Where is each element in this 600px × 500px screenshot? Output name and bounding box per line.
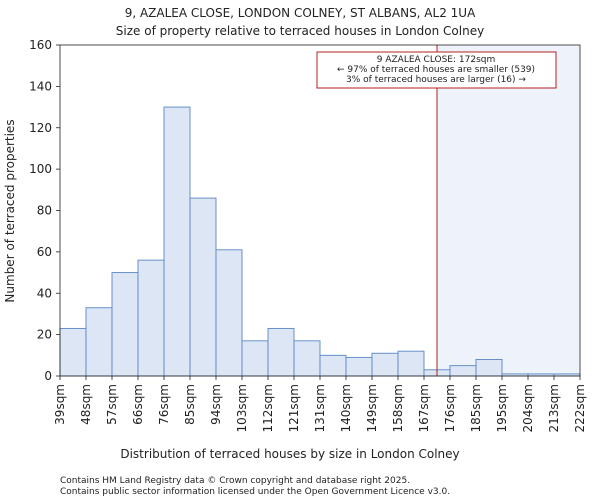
highlight-region-layer xyxy=(437,45,580,376)
y-tick-label: 0 xyxy=(44,369,52,383)
x-tick-label: 66sqm xyxy=(131,384,145,425)
bar xyxy=(215,249,243,377)
annotation-box xyxy=(316,51,557,89)
bar xyxy=(293,340,321,377)
y-axis-label: Number of terraced properties xyxy=(3,119,17,302)
bar xyxy=(319,354,347,377)
bar xyxy=(345,356,373,377)
x-tick-label: 176sqm xyxy=(443,384,457,432)
x-axis: 39sqm 48sqm 57sqm 66sqm 76sqm 85sqm 94sqm 103sq… xyxy=(53,376,587,432)
y-tick-label: 120 xyxy=(29,121,52,135)
footer-line-2: Contains public sector information licen… xyxy=(60,487,450,497)
highlight-region xyxy=(437,45,580,376)
x-tick-label: 149sqm xyxy=(365,384,379,432)
x-tick-label: 103sqm xyxy=(235,384,249,432)
x-tick-label: 121sqm xyxy=(287,384,301,432)
x-tick-label: 222sqm xyxy=(573,384,587,432)
y-tick-label: 160 xyxy=(29,38,52,52)
footer-line-1: Contains HM Land Registry data © Crown c… xyxy=(60,476,410,486)
annotation-line-3: 3% of terraced houses are larger (16) → xyxy=(346,75,526,85)
y-tick-label: 100 xyxy=(29,162,52,176)
bar xyxy=(163,106,191,377)
x-tick-label: 204sqm xyxy=(521,384,535,432)
bar xyxy=(397,350,425,377)
bar xyxy=(111,272,139,377)
bar xyxy=(267,327,295,377)
x-tick-label: 48sqm xyxy=(79,384,93,425)
bar xyxy=(241,340,269,377)
annotation-line-1: 9 AZALEA CLOSE: 172sqm xyxy=(377,55,496,65)
y-tick-label: 60 xyxy=(37,245,52,259)
bar xyxy=(189,197,217,377)
bar xyxy=(137,259,165,377)
x-tick-label: 131sqm xyxy=(313,384,327,432)
bar xyxy=(371,352,399,377)
x-tick-label: 39sqm xyxy=(53,384,67,425)
y-tick-label: 80 xyxy=(37,204,52,218)
x-tick-label: 57sqm xyxy=(105,384,119,425)
x-tick-label: 185sqm xyxy=(469,384,483,432)
plot-frame xyxy=(59,44,581,377)
bar xyxy=(85,307,113,377)
x-tick-label: 213sqm xyxy=(547,384,561,432)
y-axis: 0 20 40 60 80 100 120 140 160 xyxy=(29,38,60,383)
x-axis-label: Distribution of terraced houses by size … xyxy=(120,447,459,461)
x-tick-label: 85sqm xyxy=(183,384,197,425)
chart-subtitle: Size of property relative to terraced ho… xyxy=(116,24,484,38)
bar xyxy=(475,359,503,377)
y-tick-label: 140 xyxy=(29,79,52,93)
annotation-line-2: ← 97% of terraced houses are smaller (53… xyxy=(337,65,535,75)
bar xyxy=(59,327,87,377)
x-tick-label: 167sqm xyxy=(417,384,431,432)
x-tick-label: 76sqm xyxy=(157,384,171,425)
x-tick-label: 112sqm xyxy=(261,384,275,432)
chart-title: 9, AZALEA CLOSE, LONDON COLNEY, ST ALBAN… xyxy=(125,6,476,20)
y-tick-label: 40 xyxy=(37,286,52,300)
x-tick-label: 94sqm xyxy=(209,384,223,425)
bars-layer xyxy=(59,106,581,377)
x-tick-label: 140sqm xyxy=(339,384,353,432)
x-tick-label: 195sqm xyxy=(495,384,509,432)
bar xyxy=(449,365,477,377)
x-tick-label: 158sqm xyxy=(391,384,405,432)
y-tick-label: 20 xyxy=(37,328,52,342)
